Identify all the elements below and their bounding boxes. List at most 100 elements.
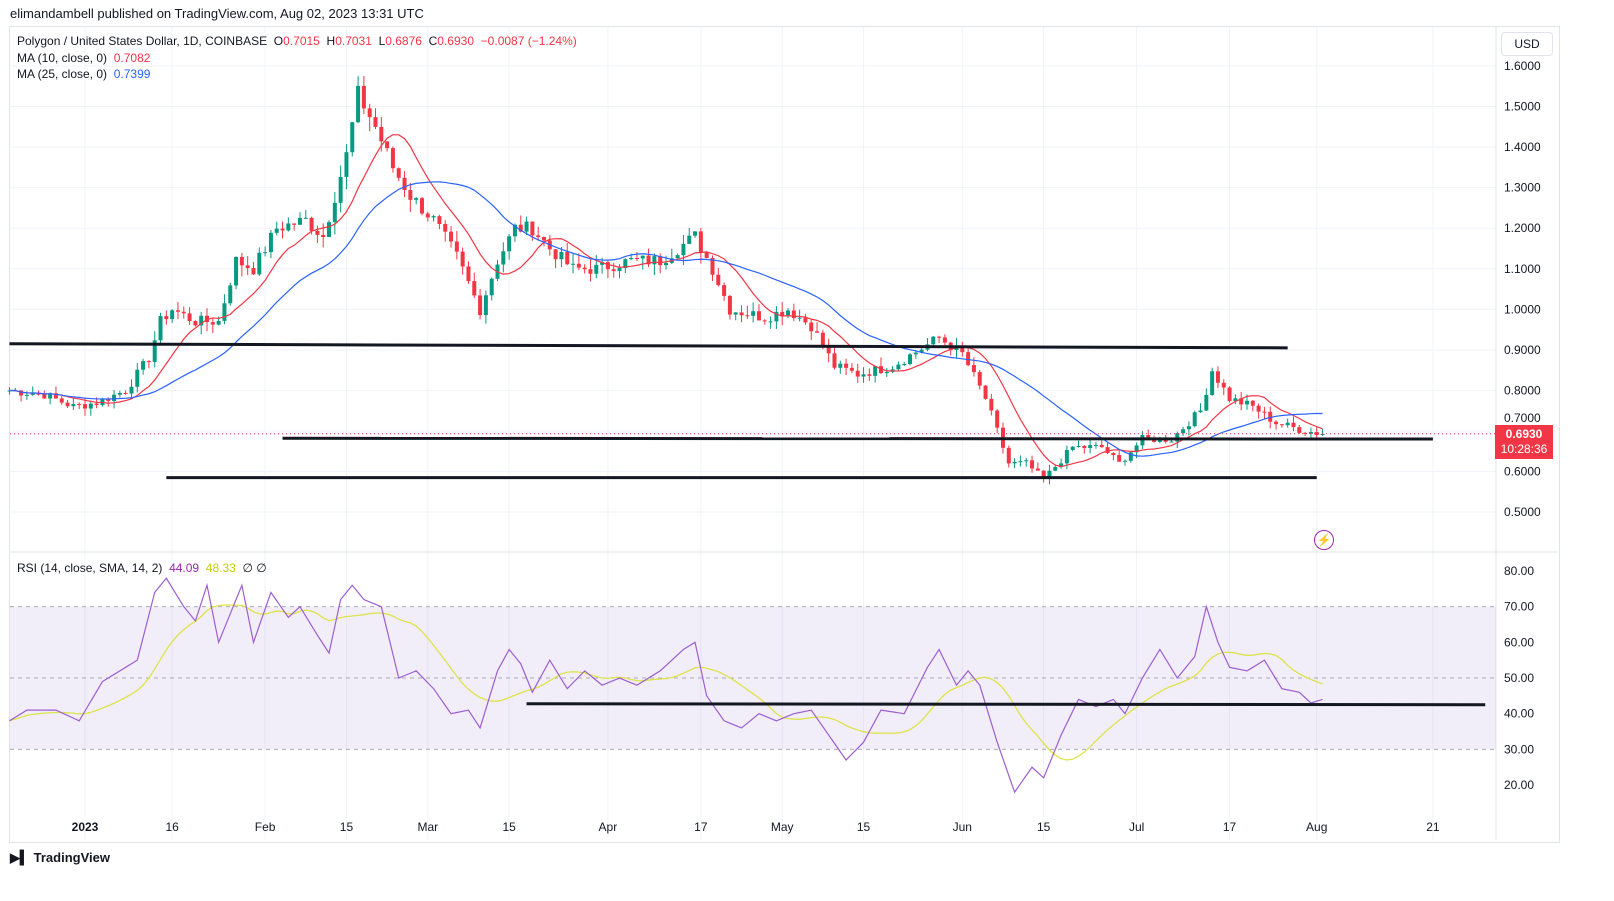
candle-body bbox=[1314, 432, 1319, 435]
candle-body bbox=[1012, 461, 1017, 464]
candle-body bbox=[507, 236, 512, 252]
candle-body bbox=[675, 255, 680, 259]
rsi-label: RSI (14, close, SMA, 14, 2) bbox=[17, 561, 163, 575]
candle-body bbox=[524, 221, 529, 232]
candle-body bbox=[94, 403, 99, 406]
candle-body bbox=[181, 311, 186, 314]
candle-body bbox=[658, 256, 663, 266]
candle-body bbox=[77, 404, 82, 406]
candle-body bbox=[1186, 426, 1191, 430]
candle-body bbox=[588, 269, 593, 274]
currency-button[interactable]: USD bbox=[1501, 32, 1553, 56]
candle-body bbox=[756, 311, 761, 321]
candle-body bbox=[228, 285, 233, 304]
time-tick-label: 21 bbox=[1426, 820, 1440, 834]
high-value: 0.7031 bbox=[335, 34, 372, 48]
candle-body bbox=[36, 393, 41, 395]
ma25-legend[interactable]: MA (25, close, 0) 0.7399 bbox=[17, 67, 150, 81]
candle-body bbox=[931, 336, 936, 345]
candle-body bbox=[1076, 445, 1081, 447]
candle-body bbox=[536, 235, 541, 237]
candle-body bbox=[966, 352, 971, 366]
candle-body bbox=[129, 386, 134, 394]
candle-body bbox=[896, 364, 901, 370]
candle-body bbox=[704, 252, 709, 259]
candle-body bbox=[809, 322, 814, 332]
rsi-tick-label: 40.00 bbox=[1504, 707, 1534, 721]
candle-body bbox=[751, 311, 756, 316]
candle-body bbox=[1006, 447, 1011, 464]
candle-body bbox=[408, 190, 413, 200]
candle-body bbox=[1215, 371, 1220, 383]
candle-body bbox=[1262, 411, 1267, 413]
candle-body bbox=[187, 313, 192, 322]
candle-body bbox=[501, 251, 506, 265]
time-tick-label: 15 bbox=[1037, 820, 1051, 834]
last-price: 0.6930 bbox=[1505, 427, 1543, 441]
candle-body bbox=[286, 223, 291, 231]
price-tick-label: 1.6000 bbox=[1504, 59, 1541, 73]
candle-body bbox=[710, 258, 715, 275]
candle-body bbox=[478, 295, 483, 316]
candle-body bbox=[902, 363, 907, 365]
candle-body bbox=[1233, 398, 1238, 402]
candle-body bbox=[698, 231, 703, 253]
candle-body bbox=[164, 316, 169, 320]
price-tick-label: 0.9000 bbox=[1504, 343, 1541, 357]
candle-body bbox=[640, 255, 645, 259]
chart-frame[interactable] bbox=[9, 26, 1560, 843]
close-value: 0.6930 bbox=[437, 34, 474, 48]
candle-body bbox=[390, 148, 395, 169]
price-tick-label: 1.5000 bbox=[1504, 100, 1541, 114]
open-value: 0.7015 bbox=[283, 34, 320, 48]
candle-body bbox=[1128, 452, 1133, 461]
candle-body bbox=[7, 390, 12, 392]
candle-body bbox=[780, 311, 785, 317]
candle-body bbox=[716, 274, 721, 286]
candle-body bbox=[745, 315, 750, 317]
candle-body bbox=[1041, 470, 1046, 479]
rsi-legend[interactable]: RSI (14, close, SMA, 14, 2) 44.09 48.33 … bbox=[17, 561, 267, 575]
candle-body bbox=[158, 316, 163, 341]
candle-body bbox=[582, 267, 587, 270]
ma10-line bbox=[9, 134, 1323, 468]
time-tick-label: May bbox=[771, 820, 794, 834]
candle-body bbox=[251, 268, 256, 275]
candle-body bbox=[762, 320, 767, 322]
candle-body bbox=[1105, 447, 1110, 454]
candle-body bbox=[199, 315, 204, 326]
publish-info: elimandambell published on TradingView.c… bbox=[10, 6, 424, 21]
candle-body bbox=[1059, 463, 1064, 468]
lightning-icon[interactable]: ⚡ bbox=[1314, 530, 1334, 550]
candle-body bbox=[419, 198, 424, 214]
rsi-extra-values: ∅ ∅ bbox=[242, 561, 267, 575]
candle-body bbox=[611, 269, 616, 272]
time-tick-label: Jun bbox=[953, 820, 972, 834]
candle-body bbox=[112, 394, 117, 401]
candle-body bbox=[1291, 422, 1296, 428]
candle-body bbox=[1134, 445, 1139, 453]
candle-body bbox=[71, 404, 76, 407]
price-tick-label: 0.6000 bbox=[1504, 465, 1541, 479]
bar-countdown: 10:28:36 bbox=[1500, 442, 1548, 456]
rsi-tick-label: 70.00 bbox=[1504, 600, 1534, 614]
candle-body bbox=[1088, 445, 1093, 449]
candle-body bbox=[1117, 455, 1122, 462]
rsi-value: 44.09 bbox=[169, 561, 200, 575]
candle-body bbox=[100, 398, 105, 406]
low-value: 0.6876 bbox=[385, 34, 422, 48]
candle-body bbox=[1308, 432, 1313, 434]
time-tick-label: 15 bbox=[502, 820, 516, 834]
candle-body bbox=[425, 213, 430, 218]
candle-body bbox=[995, 410, 1000, 428]
change-value: −0.0087 (−1.24%) bbox=[480, 34, 577, 48]
candle-body bbox=[553, 249, 558, 260]
ma10-legend[interactable]: MA (10, close, 0) 0.7082 bbox=[17, 51, 150, 65]
time-tick-label: 15 bbox=[340, 820, 354, 834]
candle-body bbox=[1093, 444, 1098, 446]
price-tick-label: 0.7000 bbox=[1504, 411, 1541, 425]
low-label: L bbox=[378, 34, 386, 48]
candle-body bbox=[739, 312, 744, 316]
high-label: H bbox=[326, 34, 336, 48]
